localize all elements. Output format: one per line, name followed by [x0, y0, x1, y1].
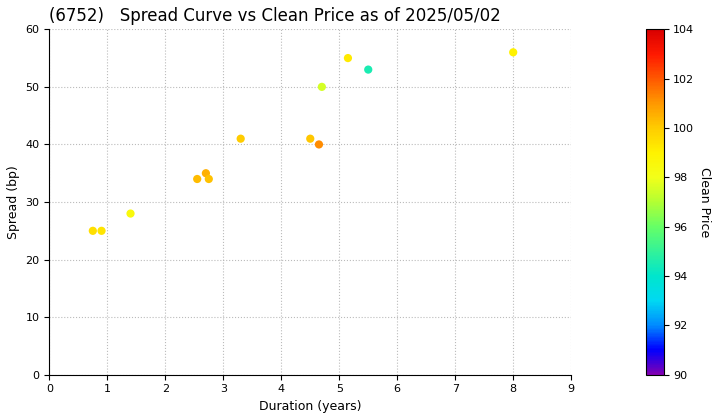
Point — [125, 210, 136, 217]
Point — [235, 135, 246, 142]
Y-axis label: Clean Price: Clean Price — [698, 167, 711, 237]
Text: (6752)   Spread Curve vs Clean Price as of 2025/05/02: (6752) Spread Curve vs Clean Price as of… — [50, 7, 501, 25]
Point — [313, 141, 325, 148]
Point — [305, 135, 316, 142]
Point — [200, 170, 212, 176]
Point — [508, 49, 519, 56]
Point — [316, 84, 328, 90]
Point — [203, 176, 215, 182]
Point — [342, 55, 354, 61]
Point — [96, 228, 107, 234]
Point — [192, 176, 203, 182]
X-axis label: Duration (years): Duration (years) — [259, 400, 361, 413]
Point — [362, 66, 374, 73]
Y-axis label: Spread (bp): Spread (bp) — [7, 165, 20, 239]
Point — [87, 228, 99, 234]
